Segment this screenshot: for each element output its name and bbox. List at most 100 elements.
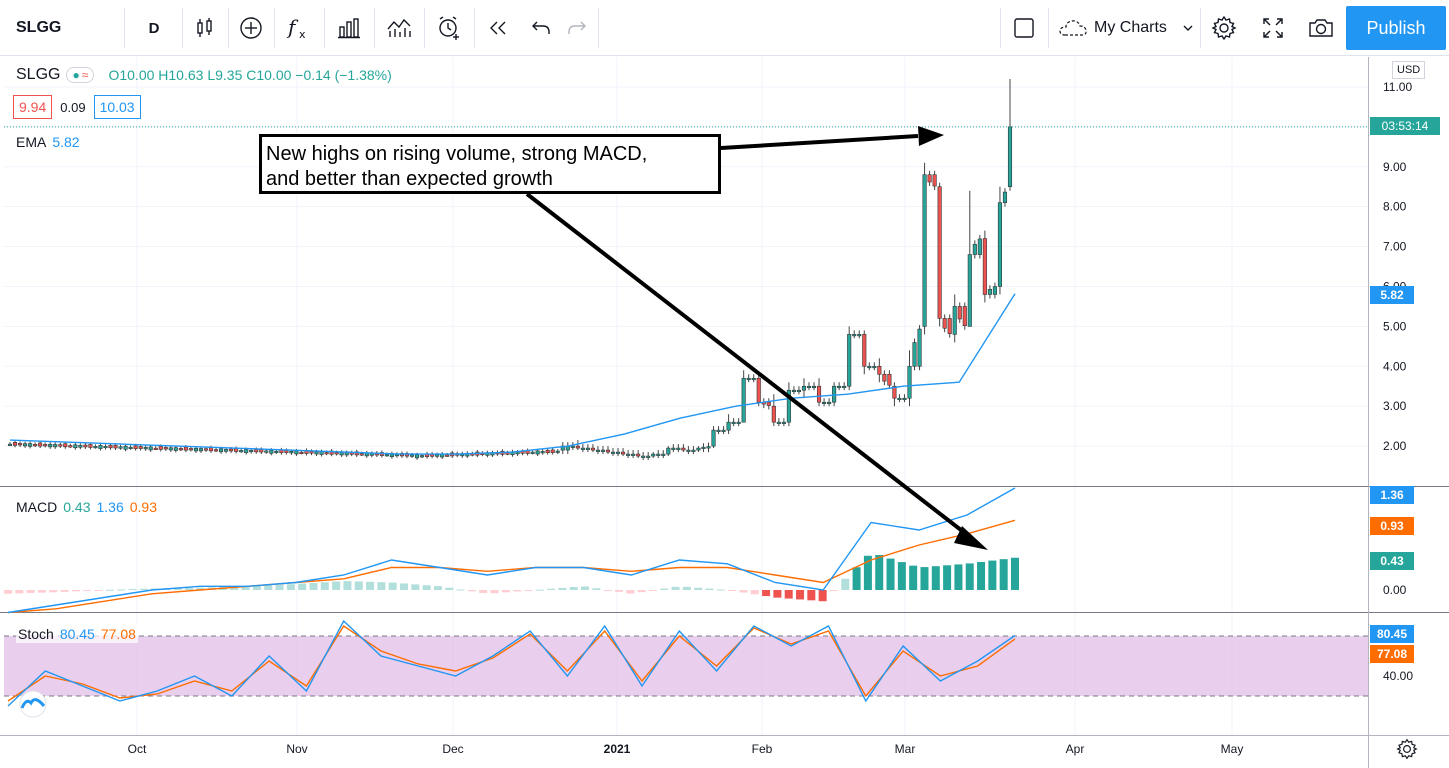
- candle-body: [666, 447, 671, 455]
- candle-body: [696, 447, 701, 451]
- templates-icon: [387, 18, 411, 37]
- candle-body: [344, 452, 349, 456]
- stoch-d-tag: 77.08: [1370, 645, 1414, 663]
- candle-body: [661, 453, 666, 456]
- time-tick-label: Feb: [752, 742, 773, 756]
- ema-legend[interactable]: EMA 5.82: [16, 134, 80, 150]
- candle-body: [942, 318, 947, 329]
- candle-body: [997, 202, 1002, 287]
- candle-body: [796, 389, 801, 393]
- macd-histogram-bar: [977, 561, 986, 590]
- candle-body: [776, 421, 781, 424]
- macd-histogram-bar: [773, 590, 782, 598]
- toolbar-divider: [1000, 8, 1001, 48]
- snapshot-button[interactable]: [1298, 0, 1344, 56]
- toolbar-divider: [374, 8, 375, 48]
- macd-line-tag: 1.36: [1370, 486, 1414, 504]
- cloud-icon: [1059, 20, 1087, 36]
- macd-line: [7, 487, 1016, 614]
- market-status-badge[interactable]: ● ≈: [66, 67, 95, 83]
- candle-body: [967, 254, 972, 327]
- candle-body: [148, 446, 153, 451]
- macd-histogram-bar: [558, 587, 567, 590]
- candle-body: [123, 445, 128, 450]
- publish-button[interactable]: Publish: [1346, 6, 1446, 50]
- macd-histogram-bar: [999, 559, 1008, 590]
- ema-value: 5.82: [52, 134, 80, 150]
- macd-histogram-bar: [15, 590, 24, 594]
- price-tick-label: 8.00: [1383, 200, 1407, 214]
- candle-body: [43, 444, 48, 447]
- candle-body: [872, 365, 877, 369]
- annotation-line-1: New highs on rising volume, strong MACD,: [266, 143, 648, 165]
- time-tick-label: May: [1221, 742, 1244, 756]
- annotation-line-2: and better than expected growth: [266, 168, 553, 190]
- candle-body: [83, 444, 88, 448]
- candle-body: [957, 306, 962, 320]
- candle-body: [962, 306, 967, 327]
- settings-button[interactable]: [1202, 0, 1246, 56]
- macd-histogram-bar: [60, 590, 69, 592]
- undo-button[interactable]: [522, 0, 560, 56]
- macd-histogram-bar: [83, 590, 92, 591]
- candle-body: [294, 450, 299, 455]
- candle-body: [816, 385, 822, 403]
- compare-button[interactable]: [230, 0, 272, 56]
- macd-histogram-bar: [728, 590, 737, 591]
- candle-body: [28, 443, 33, 447]
- macd-histogram-bar: [716, 589, 725, 591]
- currency-label[interactable]: USD: [1392, 61, 1426, 79]
- stoch-legend[interactable]: Stoch 80.45 77.08: [16, 625, 138, 643]
- fullscreen-button[interactable]: [1250, 0, 1296, 56]
- spread-value: 0.09: [60, 99, 86, 115]
- macd-histogram-bar: [377, 582, 386, 590]
- candle-body: [837, 385, 842, 389]
- candle-body: [771, 405, 776, 423]
- macd-histogram-bar: [841, 578, 850, 590]
- macd-histogram-bar: [671, 586, 680, 590]
- candle-body: [972, 244, 977, 255]
- macd-legend[interactable]: MACD 0.43 1.36 0.93: [16, 499, 157, 515]
- price-tick-label: 9.00: [1383, 160, 1407, 174]
- symbol-search-button[interactable]: SLGG: [8, 0, 118, 56]
- candle-body: [917, 328, 922, 367]
- candle-body: [178, 448, 183, 451]
- bar-style-button[interactable]: [184, 0, 226, 56]
- candle-body: [133, 445, 138, 449]
- tradingview-logo-icon[interactable]: [14, 690, 52, 718]
- macd-histogram-bar: [456, 589, 465, 591]
- fullscreen-icon: [1263, 18, 1283, 38]
- candle-body: [234, 448, 239, 452]
- candle-body: [651, 453, 656, 457]
- scale-settings-gear-icon[interactable]: [1396, 738, 1418, 760]
- financials-button[interactable]: [326, 0, 372, 56]
- stoch-tick-label: 40.00: [1383, 669, 1413, 683]
- candle-body: [615, 451, 621, 454]
- candle-body: [595, 449, 600, 452]
- my-charts-button[interactable]: My Charts: [1052, 0, 1198, 56]
- templates-button[interactable]: [376, 0, 422, 56]
- macd-histogram-bar: [909, 565, 918, 590]
- macd-histogram-bar: [524, 590, 533, 591]
- macd-histogram-bar: [682, 586, 691, 590]
- candle-body: [922, 174, 927, 327]
- layout-button[interactable]: [1002, 0, 1046, 56]
- candle-body: [445, 454, 450, 457]
- candle-body: [208, 447, 214, 452]
- alert-button[interactable]: [426, 0, 472, 56]
- ask-button[interactable]: 10.03: [93, 95, 141, 119]
- annotation-arrow: [525, 192, 972, 539]
- macd-histogram-bar: [433, 586, 442, 590]
- bid-button[interactable]: 9.94: [13, 95, 53, 119]
- interval-button[interactable]: D: [128, 0, 180, 56]
- candle-body: [600, 449, 606, 452]
- candle-body: [907, 365, 912, 399]
- candle-body: [631, 453, 636, 456]
- candle-body: [892, 385, 897, 399]
- macd-histogram-bar: [275, 584, 284, 590]
- replay-button[interactable]: [476, 0, 520, 56]
- redo-button[interactable]: [558, 0, 596, 56]
- annotation-callout[interactable]: New highs on rising volume, strong MACD,…: [259, 134, 721, 194]
